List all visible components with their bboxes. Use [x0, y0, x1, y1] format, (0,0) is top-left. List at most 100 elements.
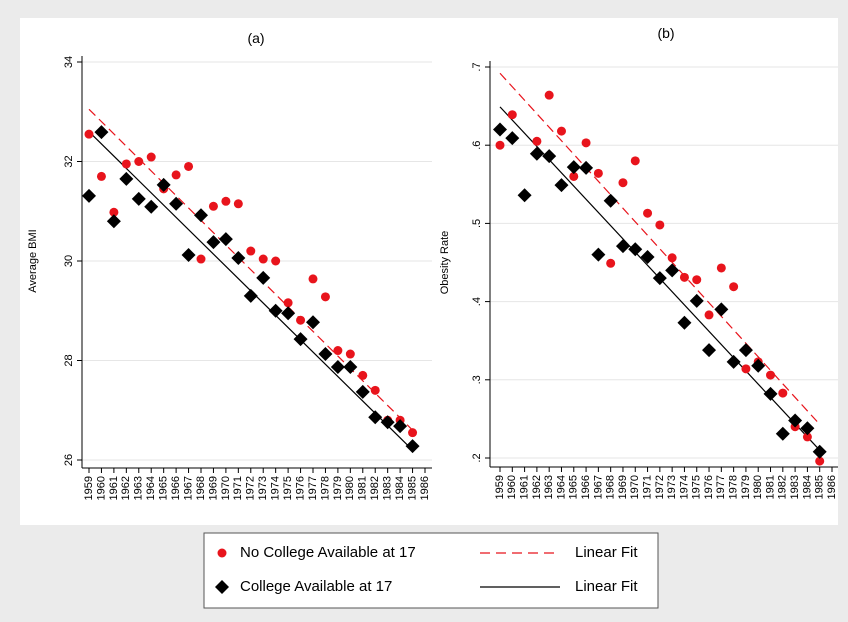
point — [131, 191, 146, 206]
x-tick-label: 1966 — [170, 476, 182, 500]
x-tick-label: 1965 — [568, 475, 580, 499]
point — [296, 315, 306, 325]
point — [318, 347, 333, 362]
chart-title: (a) — [247, 30, 264, 46]
point — [84, 129, 94, 139]
x-tick-label: 1971 — [641, 475, 653, 499]
point — [566, 160, 581, 175]
point — [652, 271, 667, 286]
point — [380, 415, 395, 430]
x-tick-label: 1964 — [555, 475, 567, 499]
x-tick-label: 1973 — [257, 476, 269, 500]
point — [119, 171, 134, 186]
point — [493, 122, 507, 137]
x-tick-label: 1972 — [245, 476, 257, 500]
point — [218, 232, 233, 247]
point — [766, 370, 776, 380]
legend-label: Linear Fit — [575, 578, 638, 595]
point — [800, 421, 815, 436]
x-tick-label: 1983 — [789, 475, 801, 499]
point — [581, 138, 591, 148]
legend: No College Available at 17 Linear Fit Co… — [203, 532, 659, 609]
point — [815, 456, 825, 466]
point — [677, 315, 692, 330]
x-tick-label: 1961 — [108, 476, 120, 500]
point — [665, 263, 680, 278]
point — [233, 199, 243, 209]
x-tick-label: 1968 — [195, 476, 207, 500]
chart-title: (b) — [657, 25, 674, 41]
y-tick-label: 34 — [63, 56, 75, 68]
panel-b — [432, 18, 838, 525]
point — [96, 171, 106, 181]
x-tick-label: 1965 — [158, 476, 170, 500]
point — [714, 302, 729, 317]
y-tick-label: .3 — [471, 375, 483, 384]
point — [738, 343, 753, 358]
x-tick-label: 1981 — [764, 475, 776, 499]
point — [679, 272, 689, 282]
x-tick-label: 1983 — [382, 476, 394, 500]
x-tick-label: 1978 — [728, 475, 740, 499]
point — [146, 152, 156, 162]
point — [144, 199, 159, 214]
legend-label: Linear Fit — [575, 544, 638, 561]
x-tick-label: 1971 — [232, 476, 244, 500]
point — [94, 125, 109, 140]
point — [640, 250, 655, 265]
point — [256, 270, 271, 285]
x-tick-label: 1979 — [740, 475, 752, 499]
point — [517, 188, 532, 203]
point — [529, 146, 544, 161]
x-tick-label: 1981 — [357, 476, 369, 500]
point — [194, 208, 208, 223]
point — [556, 126, 566, 136]
point — [689, 293, 704, 308]
legend-box — [203, 532, 659, 609]
point — [544, 90, 554, 100]
x-tick-label: 1976 — [294, 476, 306, 500]
point — [751, 358, 766, 373]
y-tick-label: .6 — [471, 141, 483, 150]
point — [368, 410, 383, 425]
point — [716, 263, 726, 273]
x-tick-label: 1980 — [752, 475, 764, 499]
point — [628, 242, 643, 257]
point — [320, 292, 330, 302]
x-tick-label: 1974 — [270, 476, 282, 500]
x-tick-label: 1970 — [629, 475, 641, 499]
point — [181, 248, 196, 263]
point — [505, 131, 520, 146]
point — [370, 385, 380, 395]
point — [702, 343, 717, 358]
y-tick-label: .5 — [471, 219, 483, 228]
x-tick-label: 1984 — [394, 476, 406, 500]
point — [271, 256, 281, 266]
x-tick-label: 1963 — [133, 476, 145, 500]
point — [569, 171, 579, 181]
point — [579, 160, 594, 175]
point — [333, 346, 343, 356]
y-tick-label: .4 — [471, 297, 483, 306]
x-tick-label: 1959 — [83, 476, 95, 500]
point — [268, 303, 283, 318]
x-tick-label: 1964 — [145, 476, 157, 500]
x-tick-label: 1969 — [617, 475, 629, 499]
point — [741, 364, 751, 374]
x-tick-label: 1969 — [207, 476, 219, 500]
point — [169, 196, 184, 211]
point — [812, 444, 827, 459]
point — [82, 188, 96, 203]
point — [231, 251, 246, 266]
x-tick-label: 1963 — [543, 475, 555, 499]
legend-marker — [217, 548, 227, 558]
x-tick-label: 1985 — [814, 475, 826, 499]
x-tick-label: 1982 — [777, 475, 789, 499]
point — [606, 258, 616, 268]
x-tick-label: 1976 — [703, 475, 715, 499]
point — [330, 359, 345, 374]
point — [308, 274, 318, 284]
point — [542, 149, 557, 164]
y-tick-label: .2 — [471, 453, 483, 462]
point — [106, 214, 121, 229]
